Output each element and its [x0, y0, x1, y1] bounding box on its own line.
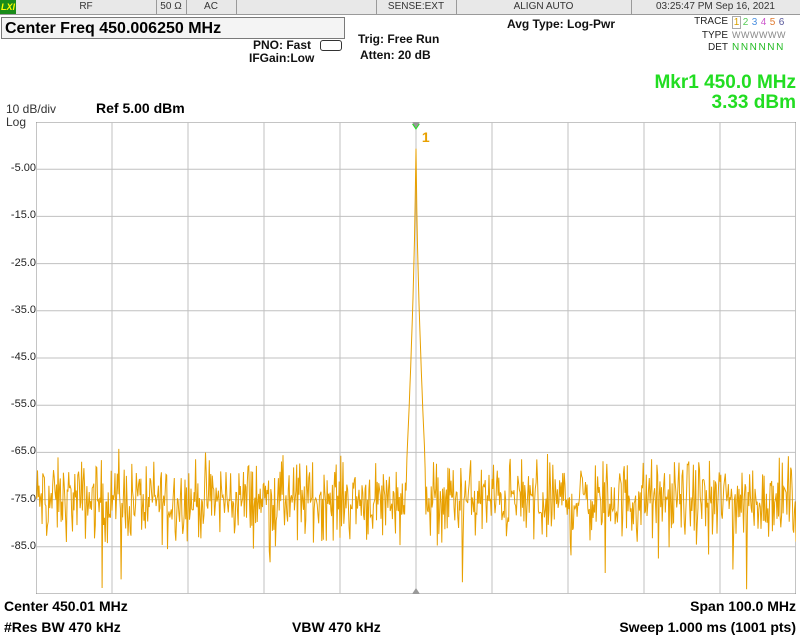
- trace-number-5[interactable]: 5: [769, 17, 776, 28]
- trace-number-6[interactable]: 6: [778, 17, 785, 28]
- marker-frequency: Mkr1 450.0 MHz: [654, 72, 796, 93]
- marker-level: 3.33 dBm: [711, 92, 796, 113]
- align-indicator: ALIGN AUTO: [456, 0, 632, 14]
- trace-det-values: NNNNNN: [732, 42, 785, 53]
- trace-number-1[interactable]: 1: [732, 16, 741, 29]
- sense-indicator: SENSE:EXT: [376, 0, 457, 14]
- y-tick-label: -25.0: [10, 256, 36, 269]
- footer-vbw: VBW 470 kHz: [292, 619, 381, 635]
- status-bar: LXI RF 50 Ω AC SENSE:EXT ALIGN AUTO 03:2…: [0, 0, 800, 15]
- log-scale: Log: [6, 115, 27, 129]
- ref-level[interactable]: Ref 5.00 dBm: [96, 100, 185, 116]
- pno-setting: PNO: Fast: [253, 38, 312, 52]
- trace-number-4[interactable]: 4: [760, 17, 767, 28]
- y-tick-label: -75.0: [10, 492, 36, 505]
- y-tick-label: -45.0: [10, 351, 36, 363]
- avg-type: Avg Type: Log-Pwr: [507, 17, 615, 31]
- lxi-badge: LXI: [0, 0, 16, 14]
- impedance-indicator: 50 Ω: [156, 0, 187, 14]
- spectrum-plot[interactable]: 1: [36, 122, 796, 594]
- blank-cell: [236, 0, 377, 14]
- footer-center: Center 450.01 MHz: [4, 598, 128, 614]
- datetime: 03:25:47 PM Sep 16, 2021: [656, 1, 775, 12]
- trig-setting: Trig: Free Run: [358, 32, 440, 46]
- y-tick-label: -35.0: [10, 303, 36, 316]
- footer-span: Span 100.0 MHz: [690, 598, 796, 614]
- det-label: DET: [708, 42, 728, 53]
- y-tick-label: -85.0: [10, 539, 36, 552]
- trace-number-2[interactable]: 2: [742, 17, 749, 28]
- pno-toggle-icon: [320, 40, 342, 51]
- trace-line: [36, 148, 796, 590]
- center-freq-title[interactable]: Center Freq 450.006250 MHz: [1, 17, 345, 39]
- y-tick-label: -55.0: [10, 398, 36, 411]
- coupling-indicator: AC: [186, 0, 237, 14]
- y-tick-label: -15.0: [10, 209, 36, 222]
- type-label: TYPE: [701, 30, 728, 41]
- scale-div: 10 dB/div: [6, 102, 57, 116]
- trace-label: TRACE: [694, 16, 728, 27]
- center-freq-top-triangle-icon: [412, 122, 420, 128]
- ifgain-setting: IFGain:Low: [249, 51, 315, 65]
- trace-number-3[interactable]: 3: [751, 17, 758, 28]
- atten-setting: Atten: 20 dB: [360, 48, 431, 62]
- footer-rbw: #Res BW 470 kHz: [4, 619, 121, 635]
- y-tick-label: -65.0: [10, 445, 36, 458]
- marker-label: 1: [422, 129, 430, 145]
- y-tick-label: -5.00: [10, 162, 36, 175]
- footer-sweep: Sweep 1.000 ms (1001 pts): [619, 619, 796, 635]
- y-axis-labels: -5.00 -15.0 -25.0 -35.0 -45.0 -55.0 -65.0 -75.0…: [0, 0, 36, 640]
- center-freq-triangle-icon: [412, 588, 420, 594]
- trace-type-values: WWWWWW: [732, 30, 786, 40]
- rf-indicator: RF: [16, 0, 157, 14]
